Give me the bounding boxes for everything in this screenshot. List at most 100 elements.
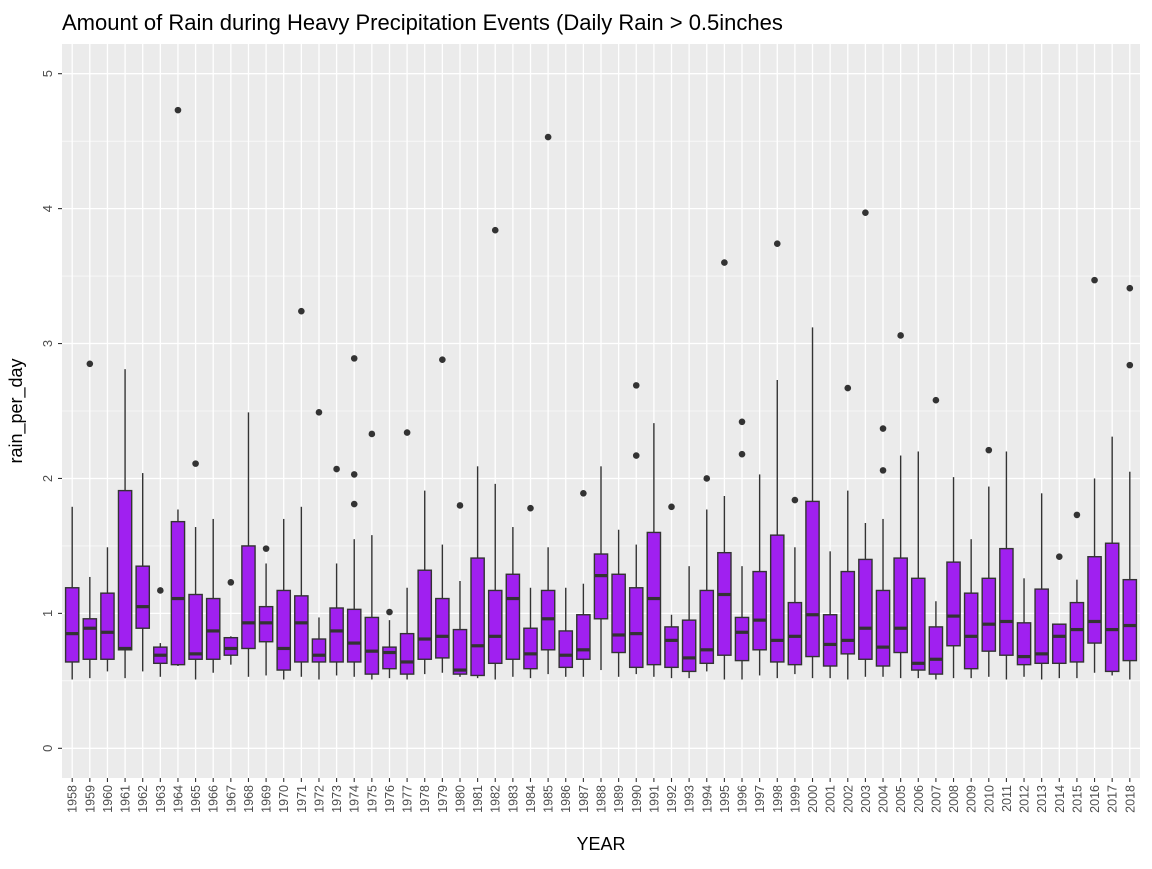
box-body (346, 608, 362, 663)
box-1984 (523, 504, 538, 679)
box-body (523, 627, 538, 670)
box-body (681, 619, 697, 673)
x-tick-label: 1966 (207, 785, 221, 813)
box-2015 (1069, 511, 1085, 679)
box-1970 (276, 518, 292, 680)
y-tick-label: 1 (40, 610, 55, 617)
box-1974 (346, 355, 362, 677)
box-body (1016, 622, 1032, 666)
outlier-point (985, 446, 993, 454)
x-tick-label: 1999 (788, 785, 802, 813)
x-tick-label: 1986 (559, 785, 573, 813)
box-body (487, 589, 503, 665)
x-tick-label: 2004 (877, 785, 891, 813)
box-body (188, 593, 203, 660)
box-body (717, 551, 732, 656)
x-tick-label: 1970 (277, 785, 291, 813)
box-2005 (893, 332, 908, 679)
box-body (382, 646, 397, 670)
box-2017 (1104, 436, 1120, 676)
box-2006 (910, 451, 926, 679)
x-tick-label: 1958 (66, 785, 80, 813)
x-tick-label: 2007 (929, 785, 943, 813)
outlier-point (386, 608, 393, 616)
x-tick-label: 2011 (1000, 785, 1014, 812)
box-1983 (505, 527, 521, 677)
x-tick-label: 1988 (595, 785, 609, 813)
box-1986 (558, 587, 574, 677)
outlier-point (632, 382, 640, 389)
box-1995 (717, 259, 732, 680)
box-2002 (840, 384, 856, 680)
outlier-point (1091, 276, 1098, 284)
x-tick-label: 1990 (630, 785, 644, 813)
box-body (505, 573, 521, 660)
outlier-point (791, 496, 799, 504)
y-axis-label: rain_per_day (6, 358, 27, 463)
y-axis: 0 1 2 3 4 5 (40, 70, 62, 752)
box-body (946, 561, 961, 647)
box-body (664, 626, 679, 669)
x-tick-label: 1978 (418, 785, 432, 813)
box-1989 (611, 529, 626, 677)
outlier-point (544, 133, 552, 141)
outlier-point (632, 452, 640, 459)
x-tick-label: 1998 (771, 785, 785, 813)
box-body (1087, 556, 1102, 644)
x-tick-label: 1971 (295, 785, 309, 813)
x-axis: 1958 1959 1960 1961 1962 1963 1964 1965 1966 1967… (66, 778, 1137, 813)
box-body (64, 587, 80, 663)
x-tick-label: 1991 (647, 785, 661, 813)
box-2000 (805, 327, 820, 679)
box-body (1122, 578, 1138, 662)
outlier-point (439, 356, 446, 364)
box-1993 (681, 566, 697, 679)
outlier-point (333, 465, 340, 473)
x-tick-label: 1959 (83, 785, 97, 813)
outlier-point (527, 504, 534, 512)
x-tick-label: 2012 (1018, 785, 1032, 813)
outlier-point (580, 490, 587, 497)
box-1990 (628, 382, 644, 675)
x-tick-label: 1995 (718, 785, 732, 813)
box-body (787, 601, 803, 666)
x-tick-label: 2018 (1123, 785, 1137, 813)
box-body (452, 628, 468, 675)
x-tick-label: 2009 (965, 785, 979, 813)
outlier-point (862, 209, 869, 216)
outlier-point (368, 430, 376, 438)
outlier-point (86, 360, 94, 368)
box-body (294, 595, 309, 663)
outlier-point (668, 503, 675, 511)
box-1976 (382, 608, 397, 679)
y-tick-label: 3 (40, 340, 55, 347)
x-tick-label: 2008 (947, 785, 961, 813)
box-body (364, 616, 380, 675)
box-body (100, 592, 115, 660)
x-tick-label: 1984 (524, 785, 538, 813)
box-body (805, 500, 820, 658)
box-body (82, 618, 98, 660)
box-1961 (117, 369, 133, 679)
outlier-point (174, 106, 182, 114)
box-1971 (294, 307, 309, 677)
box-1965 (188, 460, 203, 680)
outlier-point (262, 545, 270, 552)
x-tick-label: 1980 (453, 785, 467, 813)
box-1981 (470, 466, 485, 679)
box-1999 (787, 496, 803, 675)
outlier-point (1126, 361, 1134, 369)
x-tick-label: 1992 (665, 785, 679, 813)
box-1985 (540, 133, 556, 675)
box-body (1104, 542, 1120, 673)
box-body (769, 534, 785, 663)
box-body (223, 636, 239, 656)
box-2009 (963, 539, 979, 679)
box-1982 (487, 226, 503, 680)
box-1988 (593, 466, 609, 671)
x-tick-label: 1964 (171, 785, 185, 813)
outlier-point (350, 500, 358, 508)
box-body (135, 565, 151, 629)
box-1968 (241, 412, 256, 677)
